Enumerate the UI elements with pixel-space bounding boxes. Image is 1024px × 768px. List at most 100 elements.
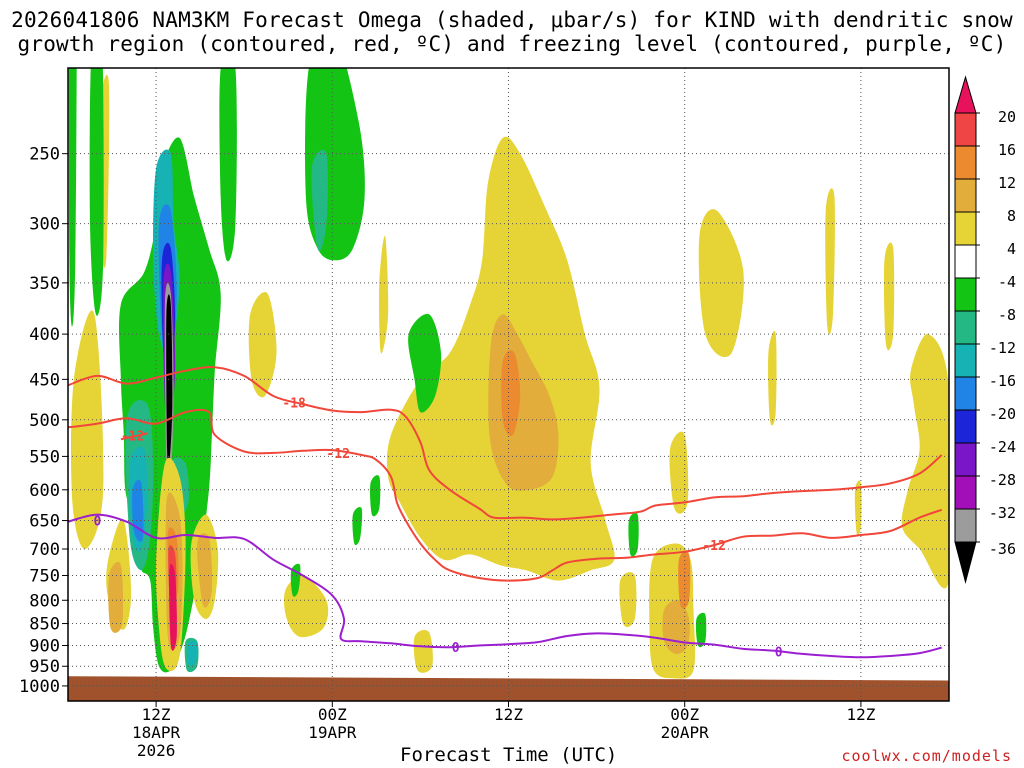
- y-tick-label-400: 400: [29, 325, 60, 345]
- omega-region-21-level-12: [678, 550, 691, 609]
- colorbar-swatch-12: [954, 475, 977, 510]
- colorbar-swatch-6: [954, 277, 977, 312]
- omega-region-28-level--4: [352, 507, 363, 546]
- colorbar-label-2: 12: [998, 174, 1016, 192]
- grid-lines: [68, 68, 949, 701]
- colorbar-swatch-1: [954, 112, 977, 147]
- omega-region-29-level--4: [370, 475, 381, 517]
- colorbar-bottom-arrow: [954, 541, 977, 584]
- x-tick-label-0: 12Z: [142, 705, 171, 724]
- y-tick-label-650: 650: [29, 512, 60, 532]
- colorbar-label-1: 16: [998, 141, 1016, 159]
- colorbar-label-4: 4: [1007, 240, 1016, 258]
- x-tick-date-0: 18APR: [132, 723, 181, 742]
- dgz-contour-label-1: -12: [326, 447, 349, 462]
- omega-region-19-level-8: [108, 561, 124, 633]
- omega-region-23-level--4: [89, 68, 104, 316]
- chart-title-line-1: 2026041806 NAM3KM Forecast Omega (shaded…: [11, 8, 1013, 32]
- freezing-level-contour: [68, 513, 942, 659]
- dgz-contour-2: [120, 432, 148, 441]
- colorbar-label-8: -16: [989, 372, 1016, 390]
- y-tick-label-950: 950: [29, 657, 60, 677]
- colorbar-label-7: -12: [989, 339, 1016, 357]
- x-tick-label-3: 00Z: [670, 705, 699, 724]
- x-tick-date-3: 20APR: [661, 723, 710, 742]
- y-tick-label-450: 450: [29, 370, 60, 390]
- omega-region-12-level-4: [768, 330, 777, 426]
- omega-region-5-level-4: [379, 235, 389, 354]
- y-tick-label-900: 900: [29, 636, 60, 656]
- colorbar-label-13: -36: [989, 540, 1016, 558]
- omega-region-16-level-4: [854, 480, 862, 536]
- colorbar-swatch-9: [954, 376, 977, 411]
- dgz-contour-label-3: -12: [702, 539, 725, 554]
- y-axis: 2503003504004505005506006507007508008509…: [19, 145, 68, 697]
- omega-region-7-level-4: [413, 630, 433, 673]
- omega-region-13-level-4: [825, 188, 835, 335]
- omega-region-15-level-4: [901, 334, 949, 589]
- y-tick-label-250: 250: [29, 145, 60, 165]
- colorbar-swatch-2: [954, 145, 977, 180]
- contour-layer: -18 -12 -12 -12 0 0 0: [68, 366, 943, 660]
- omega-region-22-level--4: [68, 68, 77, 327]
- colorbar-swatch-8: [954, 343, 977, 378]
- colorbar-label-10: -24: [989, 438, 1016, 456]
- omega-region-25-level--4: [219, 68, 237, 262]
- omega-region-32-level--4: [695, 612, 707, 648]
- omega-region-52-level-20: [169, 563, 177, 651]
- colorbar-label-9: -20: [989, 405, 1016, 423]
- omega-region-31-level--4: [628, 512, 639, 557]
- chart-title-line-2: growth region (contoured, red, ºC) and f…: [17, 32, 1007, 56]
- y-tick-label-300: 300: [29, 215, 60, 235]
- colorbar-label-3: 8: [1007, 207, 1016, 225]
- dgz-contour-1: [68, 408, 943, 582]
- omega-region-11-level-4: [669, 431, 689, 514]
- colorbar-swatch-3: [954, 178, 977, 213]
- y-tick-label-1000: 1000: [19, 677, 60, 697]
- omega-region-34-level--8: [311, 149, 328, 251]
- y-tick-label-700: 700: [29, 540, 60, 560]
- y-tick-label-500: 500: [29, 411, 60, 431]
- colorbar-swatch-10: [954, 409, 977, 444]
- colorbar-swatch-4: [954, 211, 977, 246]
- x-tick-label-2: 12Z: [494, 705, 523, 724]
- colorbar-label-6: -8: [998, 306, 1016, 324]
- x-tick-year-0: 2026: [137, 741, 176, 760]
- omega-region-0-level-4: [70, 310, 104, 550]
- freezing-level-label-2: 0: [775, 645, 783, 660]
- y-tick-label-350: 350: [29, 274, 60, 294]
- omega-region-27-level--4: [408, 313, 442, 413]
- omega-region-8-level-4: [619, 572, 637, 627]
- colorbar-swatch-5: [954, 244, 977, 279]
- x-axis-title: Forecast Time (UTC): [400, 744, 618, 766]
- y-tick-label-600: 600: [29, 481, 60, 501]
- colorbar-swatch-11: [954, 442, 977, 477]
- dgz-contour-label-2: -12: [121, 430, 144, 445]
- colorbar-label-5: -4: [998, 273, 1016, 291]
- freezing-level-label-0: 0: [93, 515, 101, 530]
- colorbar-label-12: -32: [989, 504, 1016, 522]
- credit-link[interactable]: coolwx.com/models: [841, 747, 1012, 765]
- x-tick-label-4: 12Z: [846, 705, 875, 724]
- colorbar-label-0: 20: [998, 108, 1016, 126]
- omega-region-26-level--4: [305, 68, 365, 261]
- omega-region-39-level--12: [187, 640, 198, 666]
- omega-shading: [68, 68, 949, 679]
- y-tick-label-750: 750: [29, 566, 60, 586]
- omega-region-3-level-4: [248, 292, 277, 398]
- omega-region-45-level--36: [166, 294, 173, 469]
- colorbar-top-arrow: [954, 75, 977, 114]
- colorbar: 20 16 12 8 4 -4 -8 -12 -16 -20 -24 -28 -32 -36: [954, 75, 1016, 584]
- colorbar-swatch-7: [954, 310, 977, 345]
- dgz-contour-label-0: -18: [282, 397, 306, 412]
- y-tick-label-850: 850: [29, 615, 60, 635]
- x-tick-label-1: 00Z: [318, 705, 347, 724]
- omega-region-49-level-8: [197, 533, 213, 608]
- x-tick-date-1: 19APR: [308, 723, 357, 742]
- omega-region-10-level-4: [698, 209, 744, 358]
- freezing-level-label-1: 0: [452, 641, 460, 656]
- dgz-contour-0: [68, 366, 943, 521]
- colorbar-swatch-13: [954, 508, 977, 543]
